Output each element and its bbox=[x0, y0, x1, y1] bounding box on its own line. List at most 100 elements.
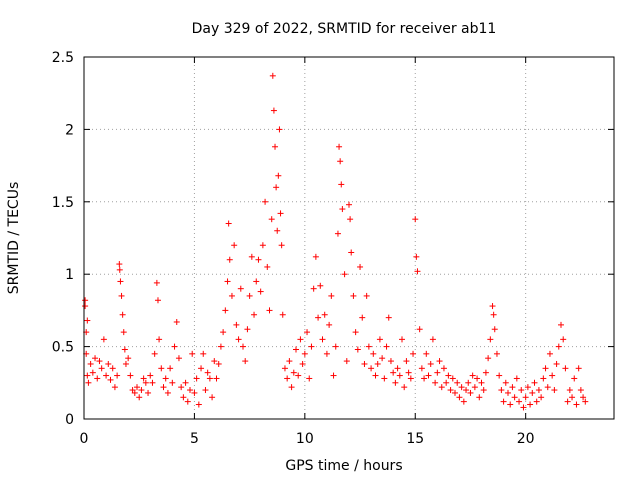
data-point bbox=[421, 375, 428, 382]
data-point bbox=[272, 143, 279, 150]
data-point bbox=[427, 360, 434, 367]
data-point bbox=[509, 384, 516, 391]
data-point bbox=[449, 375, 456, 382]
data-point bbox=[498, 387, 505, 394]
data-point bbox=[82, 303, 89, 310]
data-point bbox=[394, 365, 401, 372]
data-point bbox=[119, 311, 126, 318]
data-point bbox=[413, 253, 420, 260]
data-point bbox=[224, 278, 231, 285]
data-point bbox=[418, 365, 425, 372]
data-point bbox=[191, 389, 198, 396]
data-point bbox=[520, 404, 527, 411]
data-point bbox=[284, 375, 291, 382]
y-tick-label: 1 bbox=[65, 267, 74, 283]
data-point bbox=[312, 253, 319, 260]
data-point bbox=[231, 242, 238, 249]
data-point bbox=[490, 311, 497, 318]
data-point bbox=[564, 398, 571, 405]
y-tick-label: 0.5 bbox=[52, 340, 74, 356]
data-point bbox=[270, 107, 277, 114]
data-point bbox=[338, 181, 345, 188]
data-point bbox=[315, 314, 322, 321]
data-point bbox=[189, 350, 196, 357]
data-point bbox=[332, 343, 339, 350]
data-point bbox=[100, 336, 107, 343]
data-point bbox=[198, 365, 205, 372]
data-point bbox=[513, 375, 520, 382]
data-point bbox=[288, 384, 295, 391]
data-point bbox=[301, 350, 308, 357]
data-point bbox=[337, 158, 344, 165]
data-point bbox=[109, 365, 116, 372]
data-point bbox=[213, 375, 220, 382]
data-point bbox=[383, 343, 390, 350]
data-point bbox=[321, 311, 328, 318]
data-point bbox=[493, 350, 500, 357]
data-point bbox=[156, 336, 163, 343]
data-point bbox=[235, 336, 242, 343]
data-point bbox=[84, 372, 91, 379]
data-point bbox=[273, 184, 280, 191]
data-point bbox=[385, 314, 392, 321]
data-point bbox=[215, 360, 222, 367]
data-point bbox=[209, 394, 216, 401]
data-point bbox=[278, 242, 285, 249]
data-point bbox=[370, 350, 377, 357]
data-point bbox=[560, 336, 567, 343]
data-point bbox=[277, 210, 284, 217]
data-point bbox=[460, 398, 467, 405]
data-point bbox=[262, 198, 269, 205]
data-point bbox=[432, 379, 439, 386]
data-point bbox=[524, 384, 531, 391]
data-point bbox=[147, 372, 154, 379]
data-point bbox=[134, 384, 140, 391]
data-point bbox=[274, 227, 281, 234]
data-point bbox=[399, 336, 405, 343]
data-point bbox=[485, 355, 492, 362]
data-point bbox=[122, 360, 129, 367]
data-point bbox=[304, 329, 311, 336]
data-point bbox=[297, 336, 304, 343]
data-point bbox=[447, 387, 454, 394]
data-point bbox=[476, 394, 483, 401]
data-point bbox=[145, 389, 152, 396]
data-point bbox=[279, 311, 286, 318]
data-point bbox=[114, 372, 121, 379]
data-point bbox=[542, 365, 549, 372]
data-point bbox=[276, 126, 283, 133]
data-point bbox=[354, 346, 361, 353]
data-point bbox=[365, 343, 372, 350]
data-point bbox=[257, 288, 264, 295]
data-point bbox=[195, 401, 202, 408]
data-point bbox=[401, 384, 408, 391]
data-point bbox=[489, 303, 496, 310]
data-point bbox=[458, 384, 465, 391]
y-tick-label: 2.5 bbox=[52, 50, 74, 66]
data-point bbox=[491, 326, 498, 333]
data-point bbox=[529, 389, 536, 396]
data-point bbox=[323, 350, 330, 357]
data-point bbox=[255, 256, 262, 263]
data-point bbox=[180, 394, 187, 401]
data-point bbox=[350, 292, 357, 299]
data-point bbox=[253, 278, 260, 285]
data-point bbox=[505, 389, 511, 396]
data-point bbox=[480, 387, 487, 394]
data-point bbox=[553, 360, 560, 367]
data-point bbox=[290, 369, 297, 376]
data-point bbox=[357, 263, 364, 270]
data-point bbox=[178, 384, 185, 391]
data-point bbox=[403, 358, 410, 365]
data-point bbox=[268, 216, 275, 223]
data-point bbox=[171, 343, 178, 350]
data-point bbox=[242, 358, 249, 365]
chart-title: Day 329 of 2022, SRMTID for receiver ab1… bbox=[192, 21, 497, 37]
data-point bbox=[160, 384, 167, 391]
data-point bbox=[319, 336, 326, 343]
data-point bbox=[131, 389, 138, 396]
data-point bbox=[264, 263, 271, 270]
data-point bbox=[551, 387, 558, 394]
data-point bbox=[169, 379, 176, 386]
data-point bbox=[571, 375, 578, 382]
